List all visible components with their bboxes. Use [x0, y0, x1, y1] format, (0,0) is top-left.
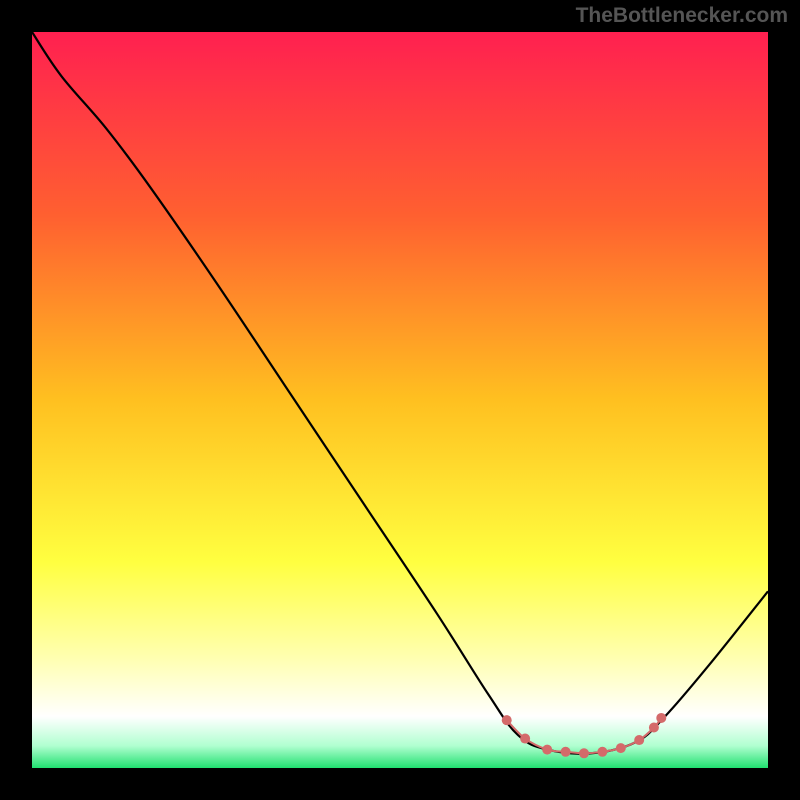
dot-marker — [656, 713, 666, 723]
gradient-background — [32, 32, 768, 768]
watermark-text: TheBottlenecker.com — [576, 4, 788, 28]
chart-container: TheBottlenecker.com — [0, 0, 800, 800]
dot-marker — [502, 715, 512, 725]
dot-marker — [634, 735, 644, 745]
dot-marker — [649, 723, 659, 733]
dot-marker — [616, 743, 626, 753]
dot-marker — [542, 745, 552, 755]
dot-marker — [520, 734, 530, 744]
dot-marker — [597, 747, 607, 757]
plot-svg — [0, 0, 800, 800]
dot-marker — [561, 747, 571, 757]
dot-marker — [579, 748, 589, 758]
